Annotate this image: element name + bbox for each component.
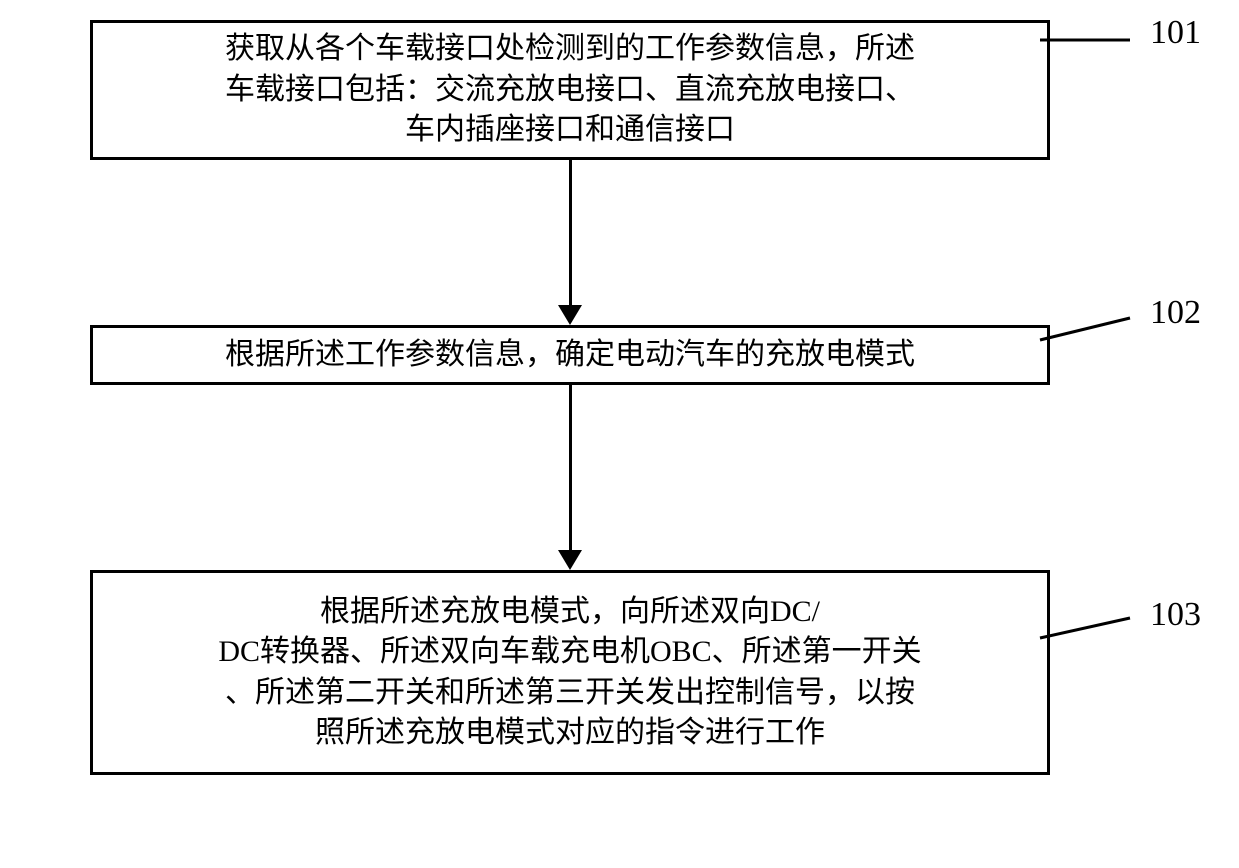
flowchart-container: 获取从各个车载接口处检测到的工作参数信息，所述 车载接口包括：交流充放电接口、直…: [80, 20, 1060, 775]
node-label-103: 103: [1150, 596, 1201, 634]
arrow-head-icon: [558, 305, 582, 325]
arrow-head-icon: [558, 550, 582, 570]
flow-node-3-line-3: 、所述第二开关和所述第三开关发出控制信号，以按: [225, 673, 915, 714]
node-label-101: 101: [1150, 14, 1201, 52]
flow-node-3-line-2: DC转换器、所述双向车载充电机OBC、所述第一开关: [218, 632, 921, 673]
flow-node-3-line-4: 照所述充放电模式对应的指令进行工作: [315, 713, 825, 754]
flow-node-1: 获取从各个车载接口处检测到的工作参数信息，所述 车载接口包括：交流充放电接口、直…: [90, 20, 1050, 160]
flow-node-3-line-1: 根据所述充放电模式，向所述双向DC/: [320, 592, 820, 633]
arrow-2-to-3: [558, 385, 582, 570]
flow-node-3: 根据所述充放电模式，向所述双向DC/ DC转换器、所述双向车载充电机OBC、所述…: [90, 570, 1050, 775]
flow-node-1-line-2: 车载接口包括：交流充放电接口、直流充放电接口、: [225, 70, 915, 111]
flow-node-1-line-1: 获取从各个车载接口处检测到的工作参数信息，所述: [225, 29, 915, 70]
arrow-shaft: [569, 160, 572, 305]
node-label-102: 102: [1150, 294, 1201, 332]
flow-node-2: 根据所述工作参数信息，确定电动汽车的充放电模式: [90, 325, 1050, 385]
arrow-shaft: [569, 385, 572, 550]
flow-node-2-line-1: 根据所述工作参数信息，确定电动汽车的充放电模式: [225, 335, 915, 376]
flow-node-1-line-3: 车内插座接口和通信接口: [405, 110, 735, 151]
arrow-1-to-2: [558, 160, 582, 325]
